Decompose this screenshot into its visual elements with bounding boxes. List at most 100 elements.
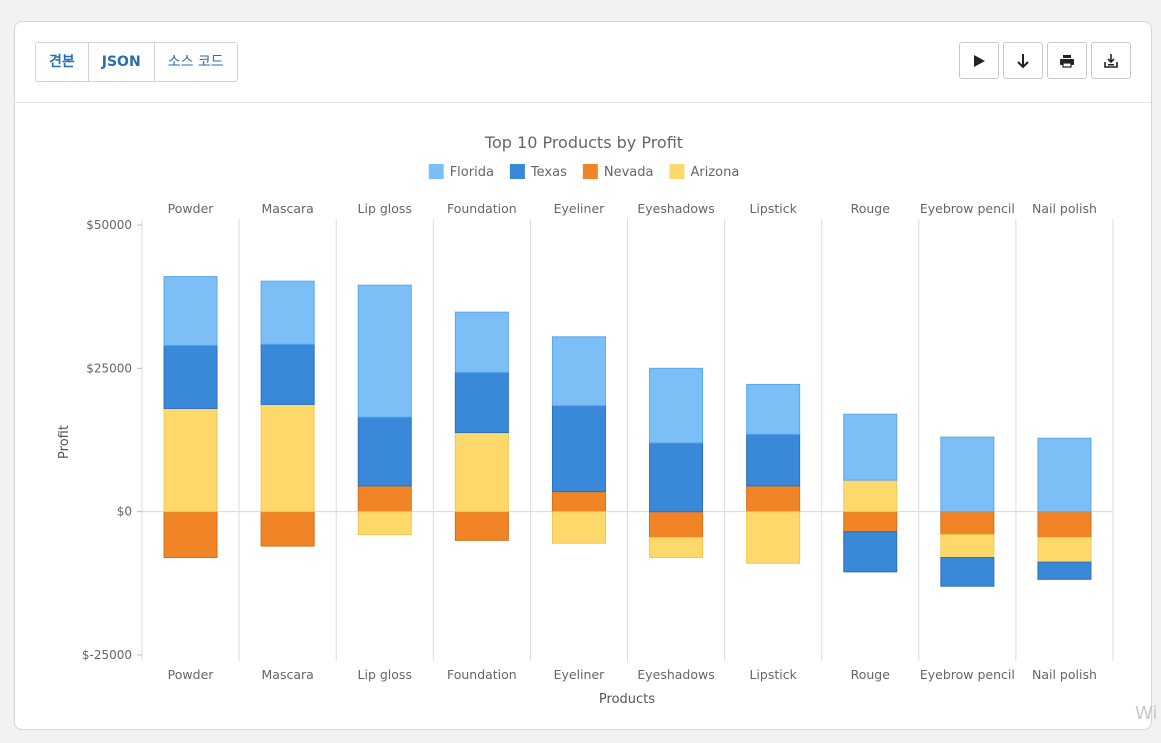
x-tick-label: Mascara xyxy=(262,667,314,682)
bar-nevada xyxy=(260,511,315,547)
bar-texas xyxy=(357,416,412,487)
bar-nevada xyxy=(454,511,509,541)
view-tabs: 견본 JSON 소스 코드 xyxy=(35,42,238,82)
legend-label: Arizona xyxy=(690,165,739,180)
x-axis-label: Products xyxy=(599,692,655,707)
legend-item: Arizona xyxy=(669,164,739,180)
legend-label: Nevada xyxy=(604,165,654,180)
bar-arizona xyxy=(551,511,606,544)
x-tick-label: Foundation xyxy=(447,667,517,682)
bar-arizona xyxy=(163,407,218,513)
x-tick-label: Lip gloss xyxy=(358,667,412,682)
bar-texas xyxy=(746,433,801,487)
y-tick-label: $0 xyxy=(117,505,132,519)
legend-swatch xyxy=(669,164,685,179)
bar-texas xyxy=(551,405,606,493)
chart-area: Top 10 Products by Profit Products Profi… xyxy=(15,102,1153,730)
bar-arizona xyxy=(843,479,898,513)
x-tick-label-top: Rouge xyxy=(851,201,891,216)
stacked-bar-chart: Top 10 Products by Profit Products Profi… xyxy=(57,133,1114,707)
legend-item: Florida xyxy=(428,164,494,180)
play-icon xyxy=(974,54,985,67)
bar-arizona xyxy=(357,511,412,536)
legend-swatch xyxy=(582,164,598,179)
tab-sample[interactable]: 견본 xyxy=(35,42,89,82)
x-tick-label: Eyeshadows xyxy=(637,667,714,682)
bar-nevada xyxy=(746,485,801,513)
x-tick-label: Lipstick xyxy=(749,667,797,682)
bar-nevada xyxy=(649,511,704,538)
bar-texas xyxy=(843,531,898,573)
x-tick-label: Eyebrow pencil xyxy=(920,667,1015,682)
scroll-down-button[interactable] xyxy=(1003,42,1043,79)
legend-item: Nevada xyxy=(582,164,654,180)
tab-json[interactable]: JSON xyxy=(87,42,155,82)
x-tick-label: Powder xyxy=(168,667,215,682)
bar-arizona xyxy=(940,534,995,559)
legend-label: Florida xyxy=(450,165,494,180)
bar-nevada xyxy=(163,511,218,559)
x-tick-label-top: Lipstick xyxy=(749,201,797,216)
x-tick-label-top: Eyeliner xyxy=(554,201,606,216)
bar-texas xyxy=(163,344,218,409)
bar-texas xyxy=(1037,561,1092,580)
arrow-down-icon xyxy=(1017,53,1029,68)
bar-florida xyxy=(551,336,606,407)
tab-source-code[interactable]: 소스 코드 xyxy=(153,42,238,82)
x-tick-label-top: Nail polish xyxy=(1032,201,1097,216)
bar-florida xyxy=(1037,437,1092,513)
legend-swatch xyxy=(428,164,444,179)
y-tick-label: $-25000 xyxy=(82,648,132,662)
bars xyxy=(163,276,1092,587)
bar-florida xyxy=(940,436,995,513)
download-button[interactable] xyxy=(1091,42,1131,79)
y-tick-label: $50000 xyxy=(86,218,132,232)
download-icon xyxy=(1104,53,1118,68)
x-tick-label-top: Eyeshadows xyxy=(637,201,714,216)
x-tick-label: Rouge xyxy=(851,667,891,682)
x-tick-label-top: Eyebrow pencil xyxy=(920,201,1015,216)
x-tick-label-top: Foundation xyxy=(447,201,517,216)
bar-texas xyxy=(940,557,995,587)
legend: Florida Texas Nevada Arizona xyxy=(428,164,739,180)
bar-nevada xyxy=(1037,511,1092,538)
bar-arizona xyxy=(649,536,704,559)
bar-florida xyxy=(649,367,704,444)
bar-nevada xyxy=(357,485,412,513)
bar-florida xyxy=(843,413,898,481)
x-tick-label-top: Powder xyxy=(168,201,215,216)
print-icon xyxy=(1060,54,1074,68)
bar-nevada xyxy=(551,491,606,513)
bar-texas xyxy=(260,343,315,405)
bar-arizona xyxy=(746,511,801,564)
chart-card: 견본 JSON 소스 코드 Top 10 Products by Profit … xyxy=(14,21,1152,730)
watermark-text: Wi xyxy=(1135,703,1158,724)
bar-florida xyxy=(163,276,218,346)
x-tick-label-top: Lip gloss xyxy=(358,201,412,216)
bar-nevada xyxy=(843,511,898,533)
bar-florida xyxy=(746,383,801,435)
tick-labels: $50000 $25000 $0 $-25000 Powder Powder Mascara… xyxy=(82,201,1097,682)
run-button[interactable] xyxy=(959,42,999,79)
legend-swatch xyxy=(509,164,525,179)
action-buttons xyxy=(959,42,1131,79)
chart-title: Top 10 Products by Profit xyxy=(484,133,683,152)
x-tick-label: Eyeliner xyxy=(554,667,606,682)
bar-florida xyxy=(357,284,412,418)
bar-arizona xyxy=(260,403,315,513)
print-button[interactable] xyxy=(1047,42,1087,79)
legend-item: Texas xyxy=(509,164,567,180)
bar-nevada xyxy=(940,511,995,536)
bar-arizona xyxy=(454,432,509,513)
bar-florida xyxy=(260,280,315,345)
bar-arizona xyxy=(1037,536,1092,563)
x-tick-label: Nail polish xyxy=(1032,667,1097,682)
x-tick-label-top: Mascara xyxy=(262,201,314,216)
toolbar: 견본 JSON 소스 코드 xyxy=(15,22,1151,103)
bar-florida xyxy=(454,311,509,373)
bar-texas xyxy=(454,371,509,434)
bar-texas xyxy=(649,442,704,513)
y-axis-label: Profit xyxy=(57,425,72,459)
legend-label: Texas xyxy=(530,165,567,180)
y-tick-label: $25000 xyxy=(86,361,132,375)
